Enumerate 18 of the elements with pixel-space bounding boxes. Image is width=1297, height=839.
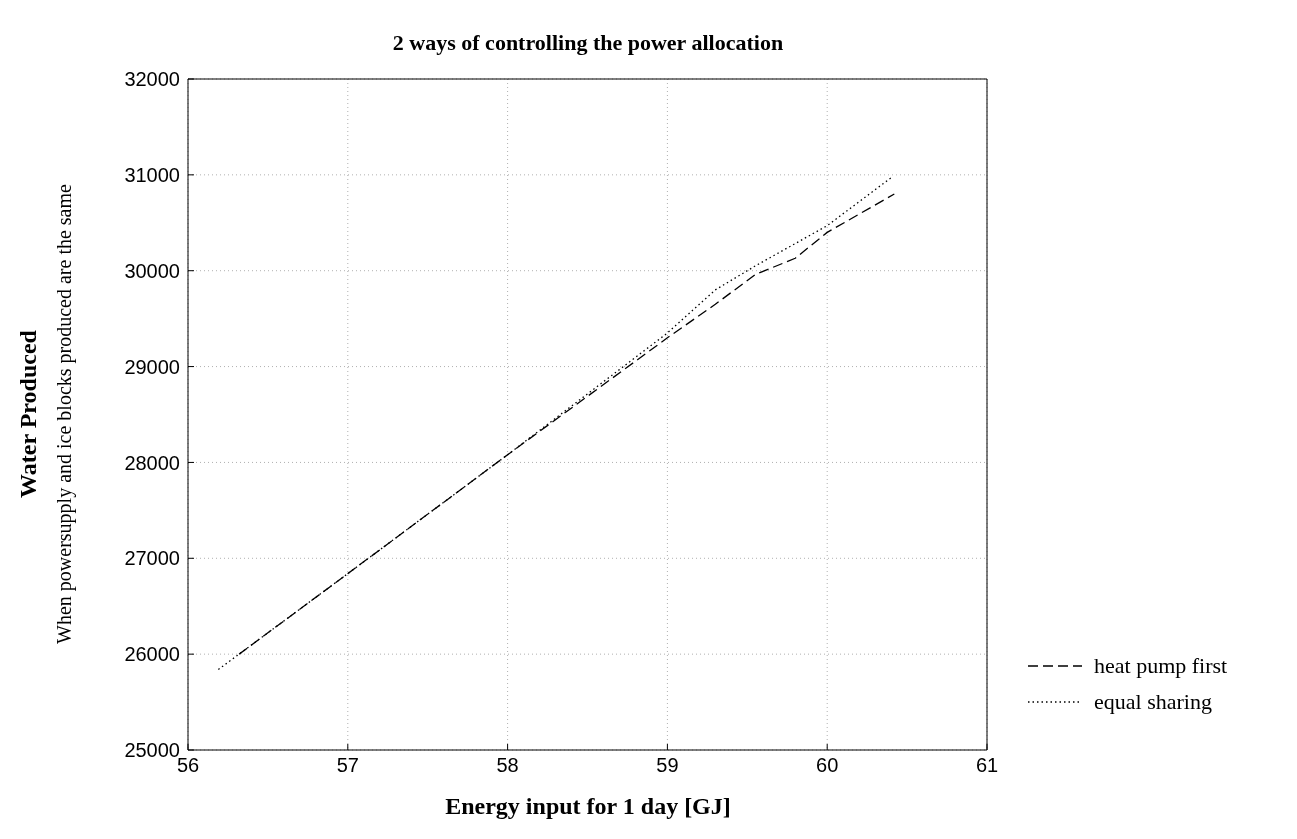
y-tick-label: 31000 xyxy=(124,163,180,186)
y-tick-label: 29000 xyxy=(124,355,180,378)
legend-label: equal sharing xyxy=(1094,689,1212,715)
y-tick-label: 26000 xyxy=(124,643,180,666)
x-axis-title: Energy input for 1 day [GJ] xyxy=(444,793,732,820)
x-tick-label: 59 xyxy=(656,754,679,777)
y-tick-label: 30000 xyxy=(124,259,180,282)
y-tick-label: 32000 xyxy=(124,68,180,91)
y-axis-title: Water Produced xyxy=(14,330,42,498)
x-tick-label: 60 xyxy=(816,754,839,777)
chart-title: 2 ways of controlling the power allocation xyxy=(391,30,785,56)
text: When powersupply and ice blocks produced are the same xyxy=(52,184,76,644)
legend-label: heat pump first xyxy=(1094,653,1228,679)
y-tick-label: 27000 xyxy=(124,547,180,570)
y-tick-label: 28000 xyxy=(124,451,180,474)
x-tick-label: 61 xyxy=(975,754,999,777)
x-tick-label: 57 xyxy=(336,754,359,777)
x-tick-label: 58 xyxy=(496,754,519,777)
